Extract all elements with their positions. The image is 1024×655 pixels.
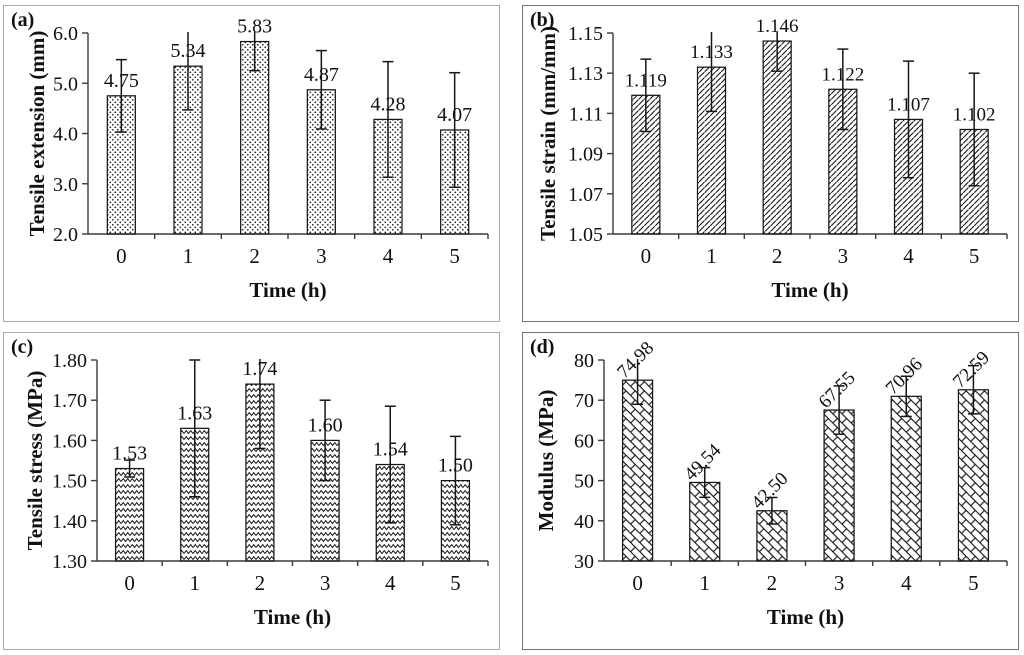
svg-text:2.0: 2.0 — [53, 224, 78, 246]
svg-text:5.0: 5.0 — [53, 73, 78, 95]
svg-text:1.15: 1.15 — [568, 23, 603, 45]
bar-chart-tensile-strain: 1.05 1.07 1.09 1.11 1.13 1.15 1.119 1.133 1.146 1… — [536, 16, 1008, 302]
panel-letter-c: (c) — [11, 336, 34, 358]
svg-text:60: 60 — [574, 430, 594, 452]
svg-text:6.0: 6.0 — [53, 23, 78, 45]
svg-text:1.53: 1.53 — [112, 443, 147, 465]
panel-letter-a: (a) — [11, 9, 35, 31]
svg-text:1.50: 1.50 — [52, 471, 87, 493]
svg-text:5: 5 — [450, 571, 461, 595]
svg-text:3.0: 3.0 — [53, 174, 78, 196]
svg-text:3: 3 — [320, 571, 331, 595]
svg-text:1.50: 1.50 — [438, 455, 473, 477]
svg-text:42.50: 42.50 — [747, 468, 792, 513]
svg-text:5.83: 5.83 — [237, 16, 272, 38]
svg-text:49.54: 49.54 — [680, 440, 725, 485]
svg-text:0: 0 — [632, 571, 643, 595]
panel-letter-d: (d) — [530, 336, 555, 358]
svg-text:1: 1 — [190, 571, 201, 595]
svg-text:2: 2 — [249, 244, 260, 268]
svg-text:1.09: 1.09 — [568, 144, 603, 166]
svg-text:0: 0 — [116, 244, 127, 268]
svg-text:40: 40 — [574, 511, 594, 533]
svg-text:1.74: 1.74 — [242, 358, 277, 380]
svg-text:4.28: 4.28 — [371, 93, 406, 115]
svg-text:1.146: 1.146 — [756, 16, 799, 37]
svg-text:1.102: 1.102 — [953, 104, 996, 125]
svg-text:70.96: 70.96 — [882, 354, 927, 399]
svg-text:Tensile strain (mm/mm): Tensile strain (mm/mm) — [536, 26, 560, 241]
svg-text:1.119: 1.119 — [625, 70, 667, 91]
svg-text:4.75: 4.75 — [104, 70, 139, 92]
svg-text:5: 5 — [969, 244, 980, 268]
svg-text:Modulus (MPa): Modulus (MPa) — [534, 390, 558, 532]
svg-text:4: 4 — [385, 571, 396, 595]
svg-text:5: 5 — [449, 244, 460, 268]
svg-text:1.13: 1.13 — [568, 63, 603, 85]
svg-text:5: 5 — [968, 571, 979, 595]
svg-text:1.107: 1.107 — [887, 94, 930, 115]
svg-text:4.0: 4.0 — [53, 124, 78, 146]
svg-text:3: 3 — [834, 571, 845, 595]
svg-text:Tensile extension (mm): Tensile extension (mm) — [25, 31, 49, 237]
svg-text:67.55: 67.55 — [815, 368, 860, 413]
svg-text:Time (h): Time (h) — [767, 605, 844, 629]
svg-text:4: 4 — [903, 244, 914, 268]
svg-text:Time (h): Time (h) — [254, 605, 331, 629]
svg-text:3: 3 — [838, 244, 849, 268]
svg-text:1.11: 1.11 — [569, 103, 603, 125]
svg-text:1.40: 1.40 — [52, 511, 87, 533]
svg-text:4: 4 — [383, 244, 394, 268]
svg-text:1.60: 1.60 — [52, 430, 87, 452]
svg-text:1.30: 1.30 — [52, 551, 87, 573]
svg-text:74.98: 74.98 — [613, 338, 658, 383]
svg-text:30: 30 — [574, 551, 594, 573]
svg-text:5.34: 5.34 — [171, 40, 206, 62]
panel-a-tensile-extension: (a) 2.0 3.0 4.0 5.0 6.0 4.75 5.34 5.83 4.87 4.28 4… — [3, 5, 500, 322]
svg-text:1.70: 1.70 — [52, 390, 87, 412]
panel-letter-b: (b) — [530, 9, 555, 31]
svg-text:1.05: 1.05 — [568, 224, 603, 246]
svg-text:2: 2 — [772, 244, 783, 268]
svg-text:4.07: 4.07 — [437, 104, 472, 126]
panel-c-tensile-stress: (c) 1.30 1.40 1.50 1.60 1.70 1.80 1.53 1.63 1.74… — [3, 332, 500, 650]
bar-chart-tensile-extension: 2.0 3.0 4.0 5.0 6.0 4.75 5.34 5.83 4.87 4.28 4.07 0… — [25, 16, 489, 302]
svg-text:1.54: 1.54 — [373, 439, 408, 461]
svg-text:80: 80 — [574, 350, 594, 372]
svg-text:Time (h): Time (h) — [249, 278, 326, 302]
svg-text:50: 50 — [574, 471, 594, 493]
svg-text:1: 1 — [700, 571, 711, 595]
svg-text:4.87: 4.87 — [304, 64, 339, 86]
svg-text:1: 1 — [706, 244, 717, 268]
svg-text:72.59: 72.59 — [949, 347, 994, 392]
svg-text:2: 2 — [255, 571, 266, 595]
svg-text:4: 4 — [901, 571, 912, 595]
svg-text:70: 70 — [574, 390, 594, 412]
svg-text:3: 3 — [316, 244, 327, 268]
svg-text:0: 0 — [641, 244, 652, 268]
svg-text:1.80: 1.80 — [52, 350, 87, 372]
svg-text:1.122: 1.122 — [821, 64, 864, 85]
svg-text:1.07: 1.07 — [568, 184, 603, 206]
svg-text:1.63: 1.63 — [177, 402, 212, 424]
svg-text:Time (h): Time (h) — [771, 278, 848, 302]
svg-text:2: 2 — [767, 571, 778, 595]
panel-d-modulus: (d) 30 40 50 60 70 80 74.98 49.54 42.50 67.55 70.9… — [522, 332, 1019, 650]
panel-b-tensile-strain: (b) 1.05 1.07 1.09 1.11 1.13 1.15 1.119 1.133 1.… — [522, 5, 1019, 322]
svg-text:1.60: 1.60 — [308, 414, 343, 436]
bar-chart-tensile-stress: 1.30 1.40 1.50 1.60 1.70 1.80 1.53 1.63 1.74 1.60… — [23, 350, 489, 629]
svg-text:Tensile stress (MPa): Tensile stress (MPa) — [23, 371, 47, 551]
svg-text:1: 1 — [183, 244, 194, 268]
svg-text:0: 0 — [124, 571, 135, 595]
svg-text:1.133: 1.133 — [690, 42, 733, 63]
